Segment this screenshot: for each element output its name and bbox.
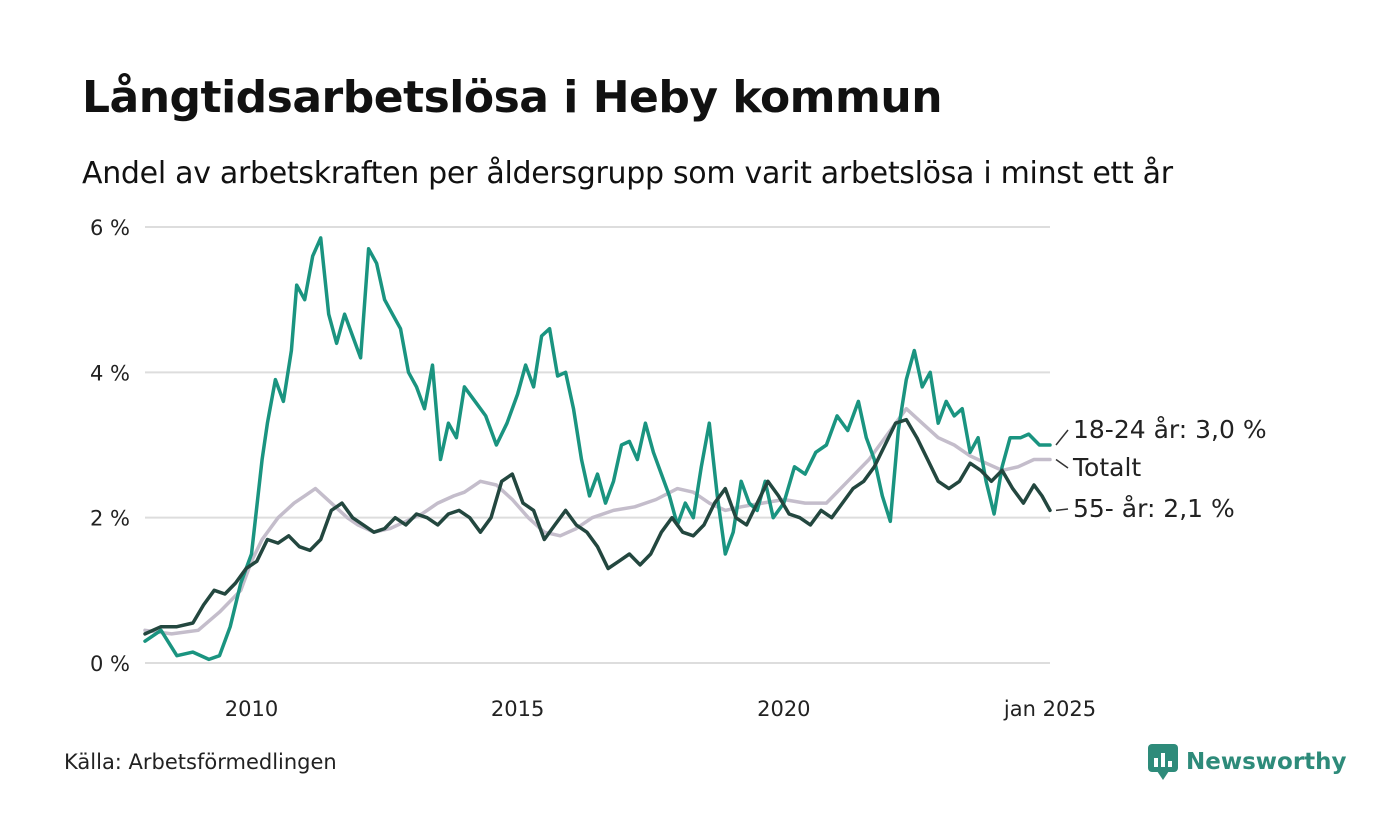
label-leader	[1055, 458, 1069, 469]
label-leader	[1055, 429, 1069, 446]
series-label-total: Totalt	[1072, 453, 1141, 482]
x-tick-label: 2020	[757, 697, 810, 721]
y-tick-label: 6 %	[90, 216, 130, 240]
x-axis: 2010 2015 2020 jan 2025	[225, 697, 1096, 721]
newsworthy-logo: Newsworthy	[1148, 744, 1347, 780]
y-tick-label: 4 %	[90, 361, 130, 385]
series-lines	[143, 236, 1052, 662]
series-line-total	[143, 406, 1052, 636]
chart-subtitle: Andel av arbetskraften per åldersgrupp s…	[82, 156, 1173, 191]
x-tick-label: 2015	[491, 697, 544, 721]
chart-title: Långtidsarbetslösa i Heby kommun	[82, 72, 943, 123]
source-note: Källa: Arbetsförmedlingen	[64, 750, 337, 774]
series-label-18-24: 18-24 år: 3,0 %	[1073, 415, 1267, 444]
y-axis: 0 % 2 % 4 % 6 %	[90, 216, 130, 676]
label-leader	[1055, 508, 1069, 512]
series-line-55-	[143, 417, 1052, 636]
gridlines	[145, 226, 1050, 664]
y-tick-label: 2 %	[90, 507, 130, 531]
series-label-55-: 55- år: 2,1 %	[1073, 494, 1235, 523]
y-tick-label: 0 %	[90, 652, 130, 676]
brand-name: Newsworthy	[1186, 749, 1347, 775]
x-tick-label: 2010	[225, 697, 278, 721]
x-tick-label: jan 2025	[1003, 697, 1096, 721]
bar-chart-icon	[1148, 744, 1178, 780]
series-end-labels: Totalt 18-24 år: 3,0 % 55- år: 2,1 %	[1055, 415, 1267, 523]
series-line-18-24	[143, 236, 1052, 662]
